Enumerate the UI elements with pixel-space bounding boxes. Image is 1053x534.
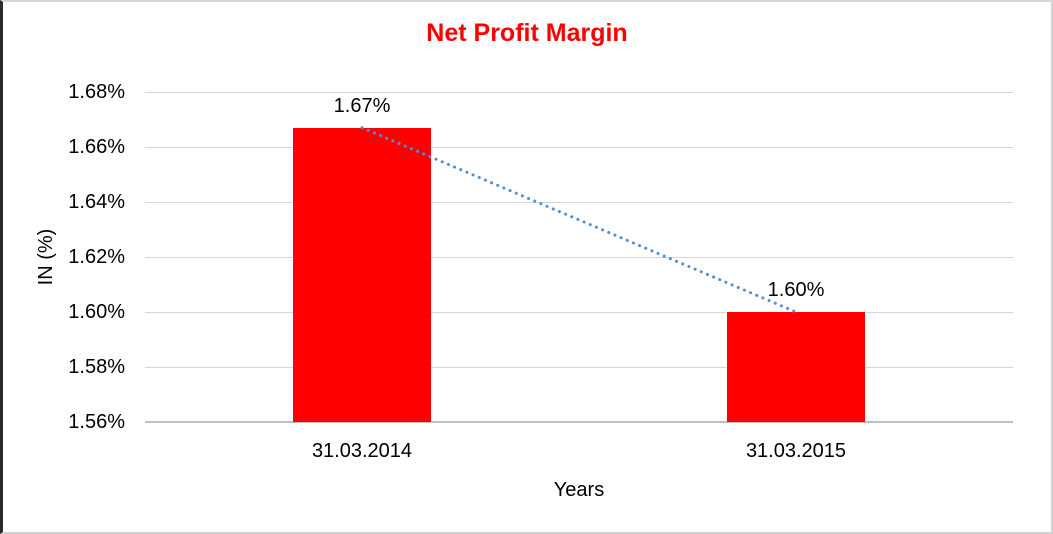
y-tick-label: 1.62% [68,246,125,268]
x-axis-title: Years [553,479,605,501]
gridline [145,146,1013,148]
chart-title: Net Profit Margin [426,19,628,47]
gridline [145,366,1013,368]
gridline [145,256,1013,258]
data-label: 1.67% [333,94,391,117]
x-tick-label: 31.03.2014 [311,440,413,462]
y-tick-label: 1.64% [68,191,125,213]
x-tick-label: 31.03.2015 [745,440,847,462]
x-axis-line [145,421,1013,423]
gridline [145,311,1013,313]
y-tick-label: 1.60% [68,301,125,323]
bar [727,312,865,422]
gridline [145,91,1013,93]
gridline [145,201,1013,203]
data-label: 1.60% [767,279,825,301]
y-tick-label: 1.68% [68,81,125,103]
y-tick-label: 1.66% [68,136,125,158]
y-tick-label: 1.58% [68,356,125,378]
trendline [360,126,798,314]
trendline-dotted-line [360,126,798,314]
bar [293,127,431,422]
y-tick-label: 1.56% [68,411,125,433]
